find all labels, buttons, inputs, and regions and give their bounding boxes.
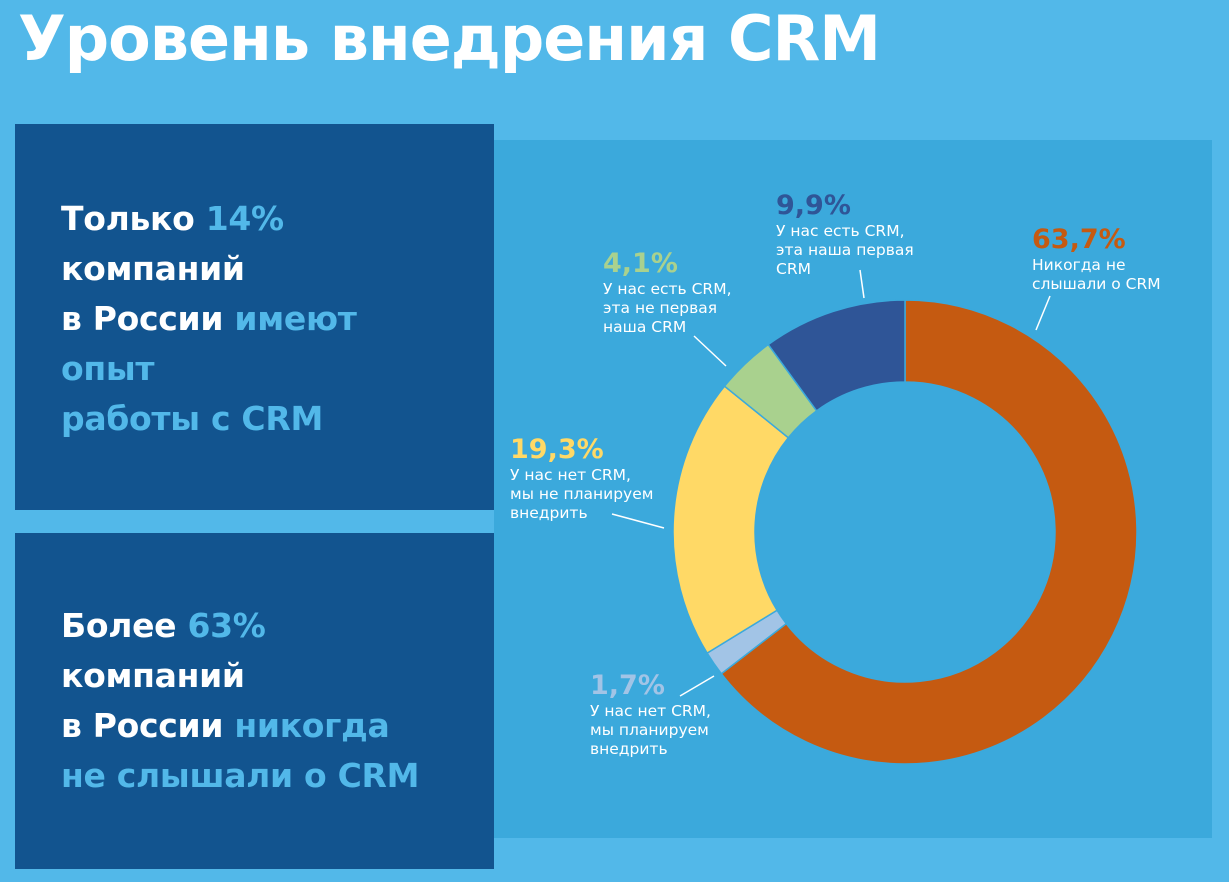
slice-description: наша CRM — [603, 318, 686, 336]
slice-percent-label: 9,9% — [776, 190, 851, 221]
slice-percent-label: 19,3% — [510, 434, 604, 465]
stat-highlight: имеют — [234, 299, 357, 338]
leader-line — [693, 335, 727, 367]
leader-line — [859, 269, 865, 299]
stat-line-3: в России никогда — [61, 701, 494, 751]
slice-description: слышали о CRM — [1032, 275, 1161, 293]
stat-line-4: не слышали о CRM — [61, 756, 420, 795]
slice-description: Никогда не — [1032, 256, 1126, 274]
stat-highlight: никогда — [234, 706, 390, 745]
slice-percent-label: 4,1% — [603, 248, 678, 279]
leader-lines — [611, 269, 1051, 697]
slice-percent-label: 1,7% — [590, 670, 665, 701]
stat-line-5: работы с CRM — [61, 399, 323, 438]
slice-description: эта не первая — [603, 299, 717, 317]
leader-line — [679, 675, 715, 697]
stat-box-63-percent: Более 63% компаний в России никогда не с… — [15, 533, 494, 869]
stat-line-1: Только 14% — [61, 194, 494, 244]
slice-description: У нас нет CRM, — [510, 466, 631, 484]
leader-line — [611, 513, 665, 529]
slice-description: внедрить — [590, 740, 668, 758]
stat-line-4: опыт — [61, 349, 155, 388]
slice-percent-label: 63,7% — [1032, 224, 1126, 255]
slice-description: мы планируем — [590, 721, 709, 739]
stat-line-2: компаний — [61, 656, 245, 695]
stat-highlight: 63% — [187, 606, 266, 645]
slice-description: CRM — [776, 260, 811, 278]
donut-slice — [720, 299, 1138, 765]
stat-box-14-percent: Только 14% компаний в России имеют опыт … — [15, 124, 494, 510]
stat-line-3: в России имеют — [61, 294, 494, 344]
donut-slices — [672, 299, 1138, 765]
stat-text: в России — [61, 706, 235, 745]
leader-line — [1035, 295, 1051, 331]
stat-line-1: Более 63% — [61, 601, 494, 651]
slice-description: эта наша первая — [776, 241, 914, 259]
slice-description: У нас нет CRM, — [590, 702, 711, 720]
slice-description: внедрить — [510, 504, 588, 522]
stat-highlight: 14% — [205, 199, 284, 238]
donut-slice — [767, 299, 906, 412]
stat-text: Более — [61, 606, 188, 645]
slice-description: У нас есть CRM, — [603, 280, 732, 298]
page-title: Уровень внедрения CRM — [18, 2, 881, 75]
stat-text: Только — [61, 199, 206, 238]
stat-line-2: компаний — [61, 249, 245, 288]
slice-description: У нас есть CRM, — [776, 222, 905, 240]
stat-text: в России — [61, 299, 235, 338]
slice-description: мы не планируем — [510, 485, 653, 503]
donut-slice — [672, 385, 790, 655]
